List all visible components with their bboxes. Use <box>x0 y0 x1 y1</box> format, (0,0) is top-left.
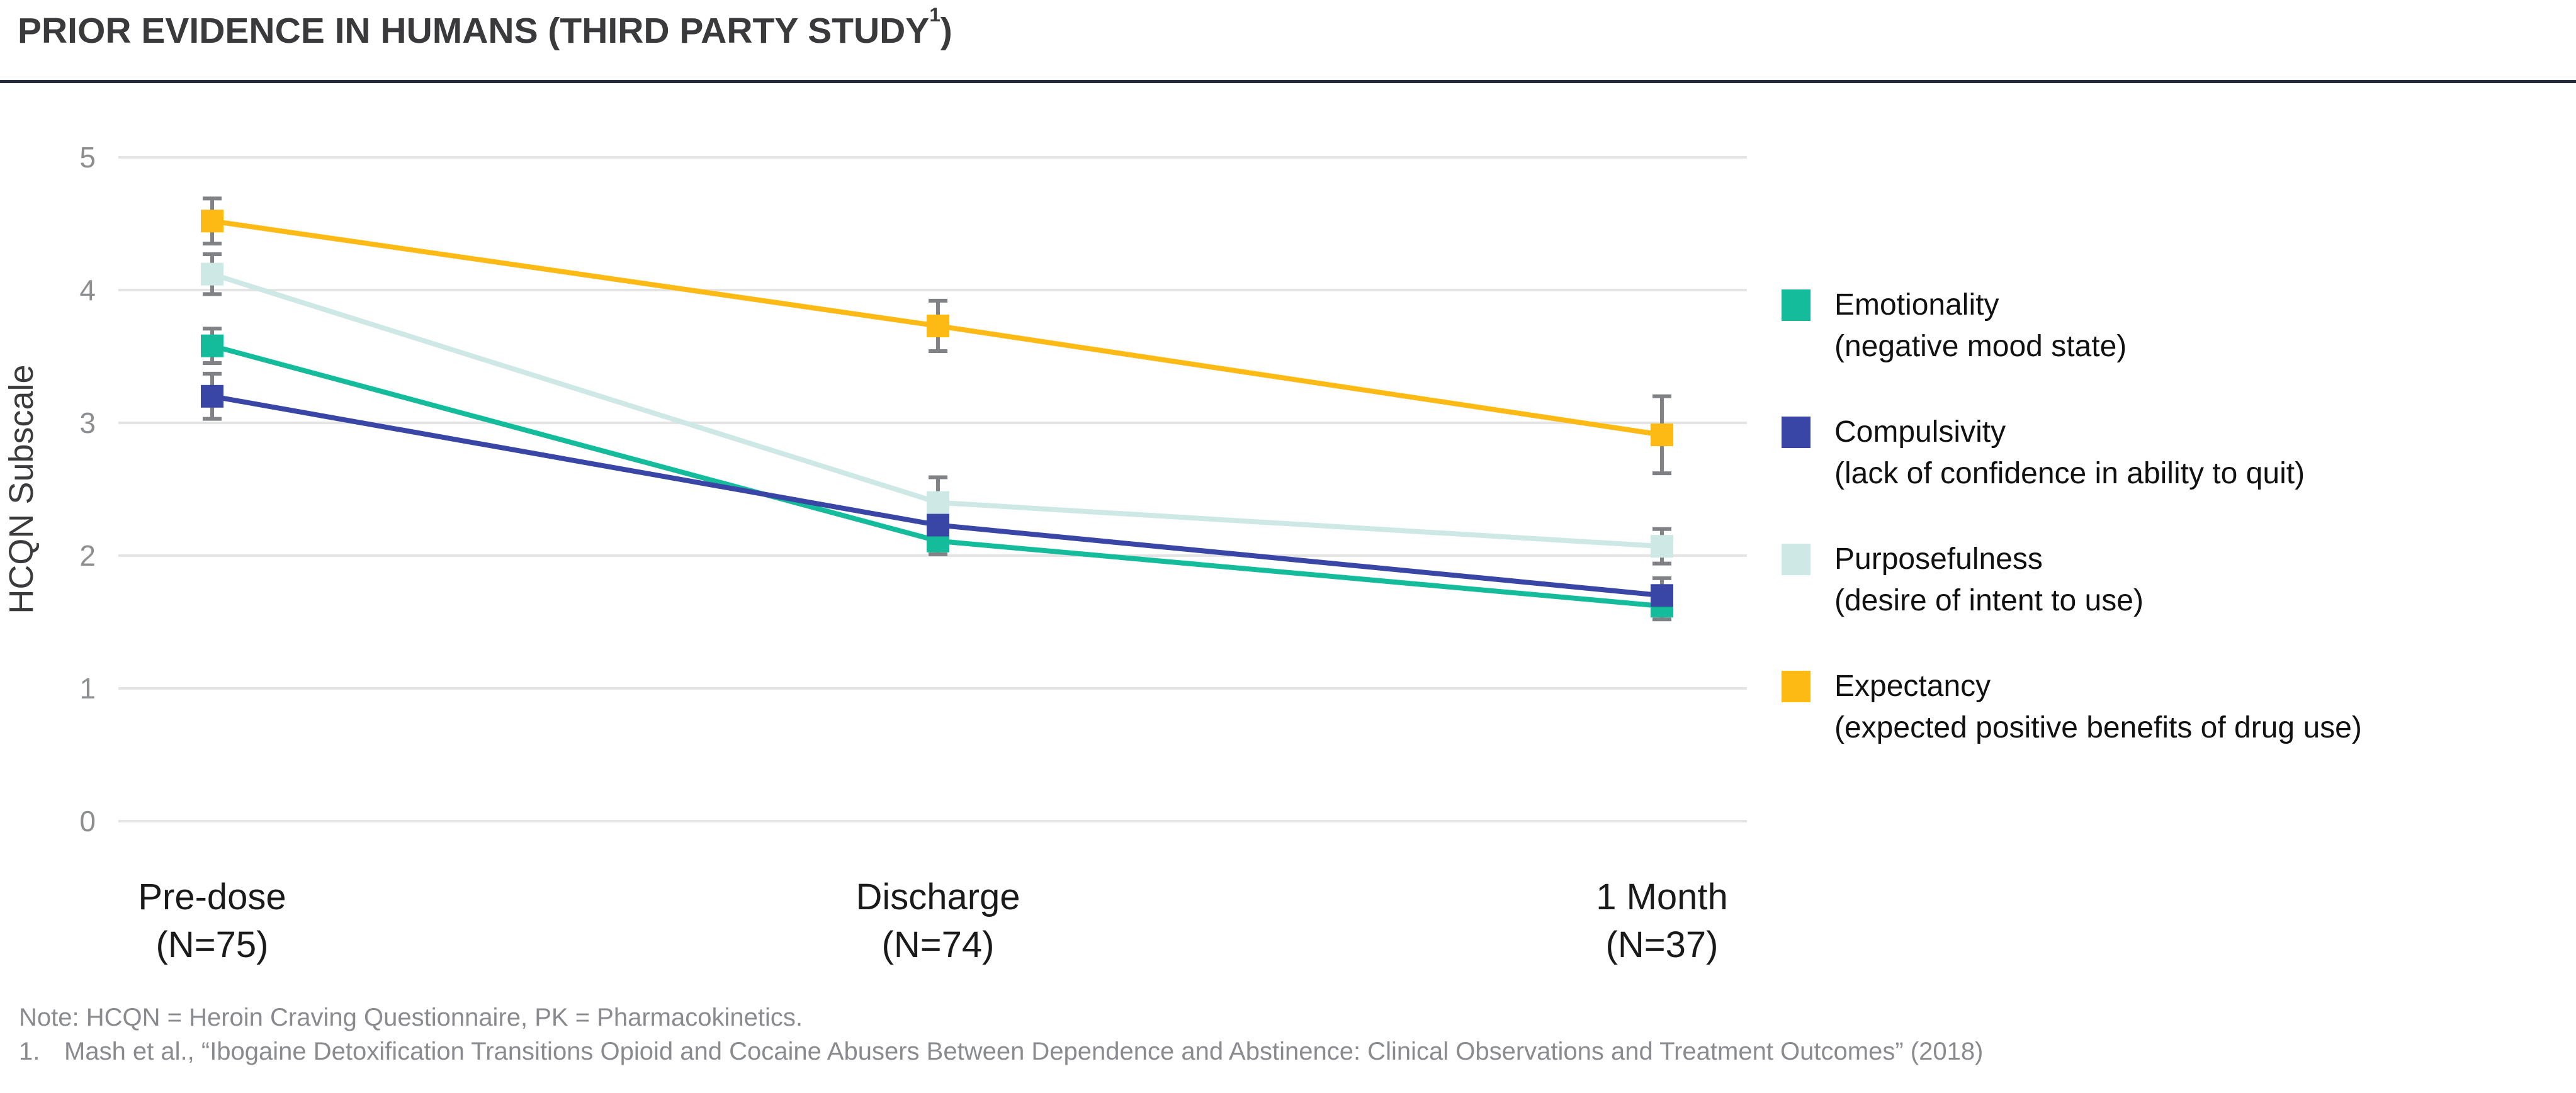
series-emotionality-marker-0 <box>201 334 223 357</box>
series-compulsivity-marker-0 <box>201 384 223 408</box>
series-compulsivity <box>201 384 1673 607</box>
y-tick-label-1: 1 <box>79 672 96 705</box>
series-expectancy-marker-2 <box>1651 423 1673 446</box>
page-title-close: ) <box>940 11 952 51</box>
legend-item-emotionality: Emotionality (negative mood state) <box>1782 284 2362 367</box>
y-tick-label-0: 0 <box>79 805 96 838</box>
chart-legend: Emotionality (negative mood state) Compuls… <box>1782 284 2362 749</box>
x-tick-label-0: Pre-dose (N=75) <box>138 877 286 965</box>
legend-swatch-purposefulness <box>1782 544 1811 575</box>
page-title-text: PRIOR EVIDENCE IN HUMANS (THIRD PARTY ST… <box>18 11 930 51</box>
footnotes: Note: HCQN = Heroin Craving Questionnair… <box>19 1001 1983 1068</box>
legend-label-expectancy: Expectancy (expected positive benefits of… <box>1834 666 2362 749</box>
x-axis-tick-labels: Pre-dose (N=75) Discharge (N=74) 1 Month (N=3… <box>138 877 1727 965</box>
series-purposefulness-marker-0 <box>201 262 223 286</box>
series-expectancy <box>201 210 1673 446</box>
y-tick-label-4: 4 <box>79 274 96 306</box>
series-expectancy-marker-1 <box>927 314 949 337</box>
y-tick-label-3: 3 <box>79 406 96 439</box>
x-tick-label-1: Discharge (N=74) <box>856 877 1020 965</box>
y-tick-label-2: 2 <box>79 539 96 572</box>
y-axis-tick-labels: 0 1 2 3 4 5 <box>79 141 96 838</box>
legend-label-compulsivity: Compulsivity (lack of confidence in abili… <box>1834 412 2305 495</box>
y-axis-title: HCQN Subscale <box>3 364 40 614</box>
legend-name-emotionality: Emotionality <box>1834 288 1999 322</box>
legend-name-compulsivity: Compulsivity <box>1834 415 2006 449</box>
legend-item-compulsivity: Compulsivity (lack of confidence in abili… <box>1782 412 2362 495</box>
footnote-note: Note: HCQN = Heroin Craving Questionnair… <box>19 1004 803 1031</box>
x-tick-label-2: 1 Month (N=37) <box>1596 877 1728 965</box>
footnote-citation-text: Mash et al., “Ibogaine Detoxification Tr… <box>64 1038 1984 1065</box>
legend-item-expectancy: Expectancy (expected positive benefits of… <box>1782 666 2362 749</box>
legend-swatch-expectancy <box>1782 671 1811 702</box>
legend-desc-emotionality: (negative mood state) <box>1834 330 2127 363</box>
series-compulsivity-marker-1 <box>927 513 949 537</box>
legend-item-purposefulness: Purposefulness (desire of intent to use) <box>1782 539 2362 622</box>
legend-desc-expectancy: (expected positive benefits of drug use) <box>1834 711 2362 744</box>
legend-label-purposefulness: Purposefulness (desire of intent to use) <box>1834 539 2144 622</box>
page-title: PRIOR EVIDENCE IN HUMANS (THIRD PARTY ST… <box>18 4 952 52</box>
legend-desc-compulsivity: (lack of confidence in ability to quit) <box>1834 457 2305 490</box>
y-tick-label-5: 5 <box>79 141 96 174</box>
series-compulsivity-marker-2 <box>1651 584 1673 607</box>
line-chart: 0 1 2 3 4 5 HCQN Subscale Pre-dose (N=75) Dischar… <box>3 141 1747 965</box>
legend-name-purposefulness: Purposefulness <box>1834 542 2043 576</box>
series-purposefulness-marker-2 <box>1651 535 1673 558</box>
title-divider <box>0 80 2576 83</box>
legend-swatch-compulsivity <box>1782 417 1811 448</box>
legend-desc-purposefulness: (desire of intent to use) <box>1834 584 2144 617</box>
footnote-citation-number: 1. <box>19 1038 40 1065</box>
series-purposefulness-marker-1 <box>927 491 949 514</box>
legend-name-expectancy: Expectancy <box>1834 670 1991 703</box>
legend-swatch-emotionality <box>1782 289 1811 321</box>
legend-label-emotionality: Emotionality (negative mood state) <box>1834 284 2127 367</box>
gridlines <box>118 156 1747 822</box>
series-purposefulness <box>201 262 1673 558</box>
footnote-citation: 1. Mash et al., “Ibogaine Detoxification… <box>19 1034 1983 1068</box>
series-expectancy-marker-0 <box>201 210 223 233</box>
page-title-superscript: 1 <box>929 3 941 26</box>
